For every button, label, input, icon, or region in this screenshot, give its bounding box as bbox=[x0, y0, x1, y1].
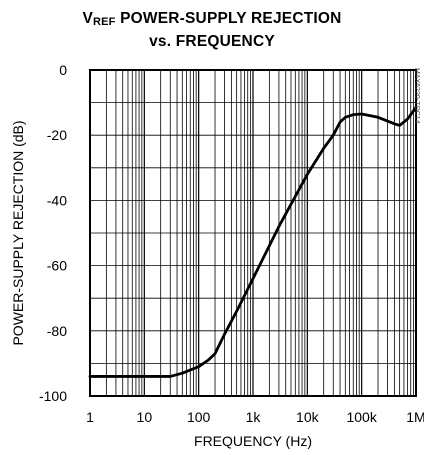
y-tick-label: -20 bbox=[47, 127, 67, 143]
x-tick-labels: 1 10 100 1k 10k 100k 1M bbox=[86, 409, 424, 425]
title-prefix: V bbox=[82, 10, 93, 27]
y-tick-label: -100 bbox=[39, 388, 67, 404]
plot-frame bbox=[89, 69, 417, 397]
figure-code-text: MAX6220-TOC14 bbox=[413, 68, 420, 124]
series-line bbox=[88, 106, 418, 378]
y-axis-label: POWER-SUPPLY REJECTION (dB) bbox=[10, 120, 26, 345]
x-tick-label: 100 bbox=[187, 409, 211, 425]
y-tick-label: 0 bbox=[59, 62, 67, 78]
chart-title-line1: VREF POWER-SUPPLY REJECTION bbox=[0, 10, 424, 28]
x-axis-label: FREQUENCY (Hz) bbox=[194, 433, 312, 449]
series-group bbox=[88, 106, 418, 378]
title-subscript: REF bbox=[92, 16, 116, 28]
title-rest: POWER-SUPPLY REJECTION bbox=[115, 10, 342, 27]
figure-code: MAX6220-TOC14 bbox=[412, 68, 420, 136]
y-tick-labels: 0 -20 -40 -60 -80 -100 bbox=[39, 62, 67, 404]
x-tick-label: 1k bbox=[246, 409, 262, 425]
y-tick-label: -60 bbox=[47, 258, 67, 274]
x-tick-label: 10k bbox=[296, 409, 320, 425]
x-tick-label: 1M bbox=[406, 409, 424, 425]
y-tick-label: -40 bbox=[47, 192, 67, 208]
x-tick-label: 1 bbox=[86, 409, 94, 425]
grid bbox=[90, 70, 416, 396]
x-tick-label: 10 bbox=[137, 409, 153, 425]
chart-title-line2: vs. FREQUENCY bbox=[149, 33, 275, 50]
x-tick-label: 100k bbox=[346, 409, 377, 425]
y-tick-label: -80 bbox=[47, 323, 67, 339]
